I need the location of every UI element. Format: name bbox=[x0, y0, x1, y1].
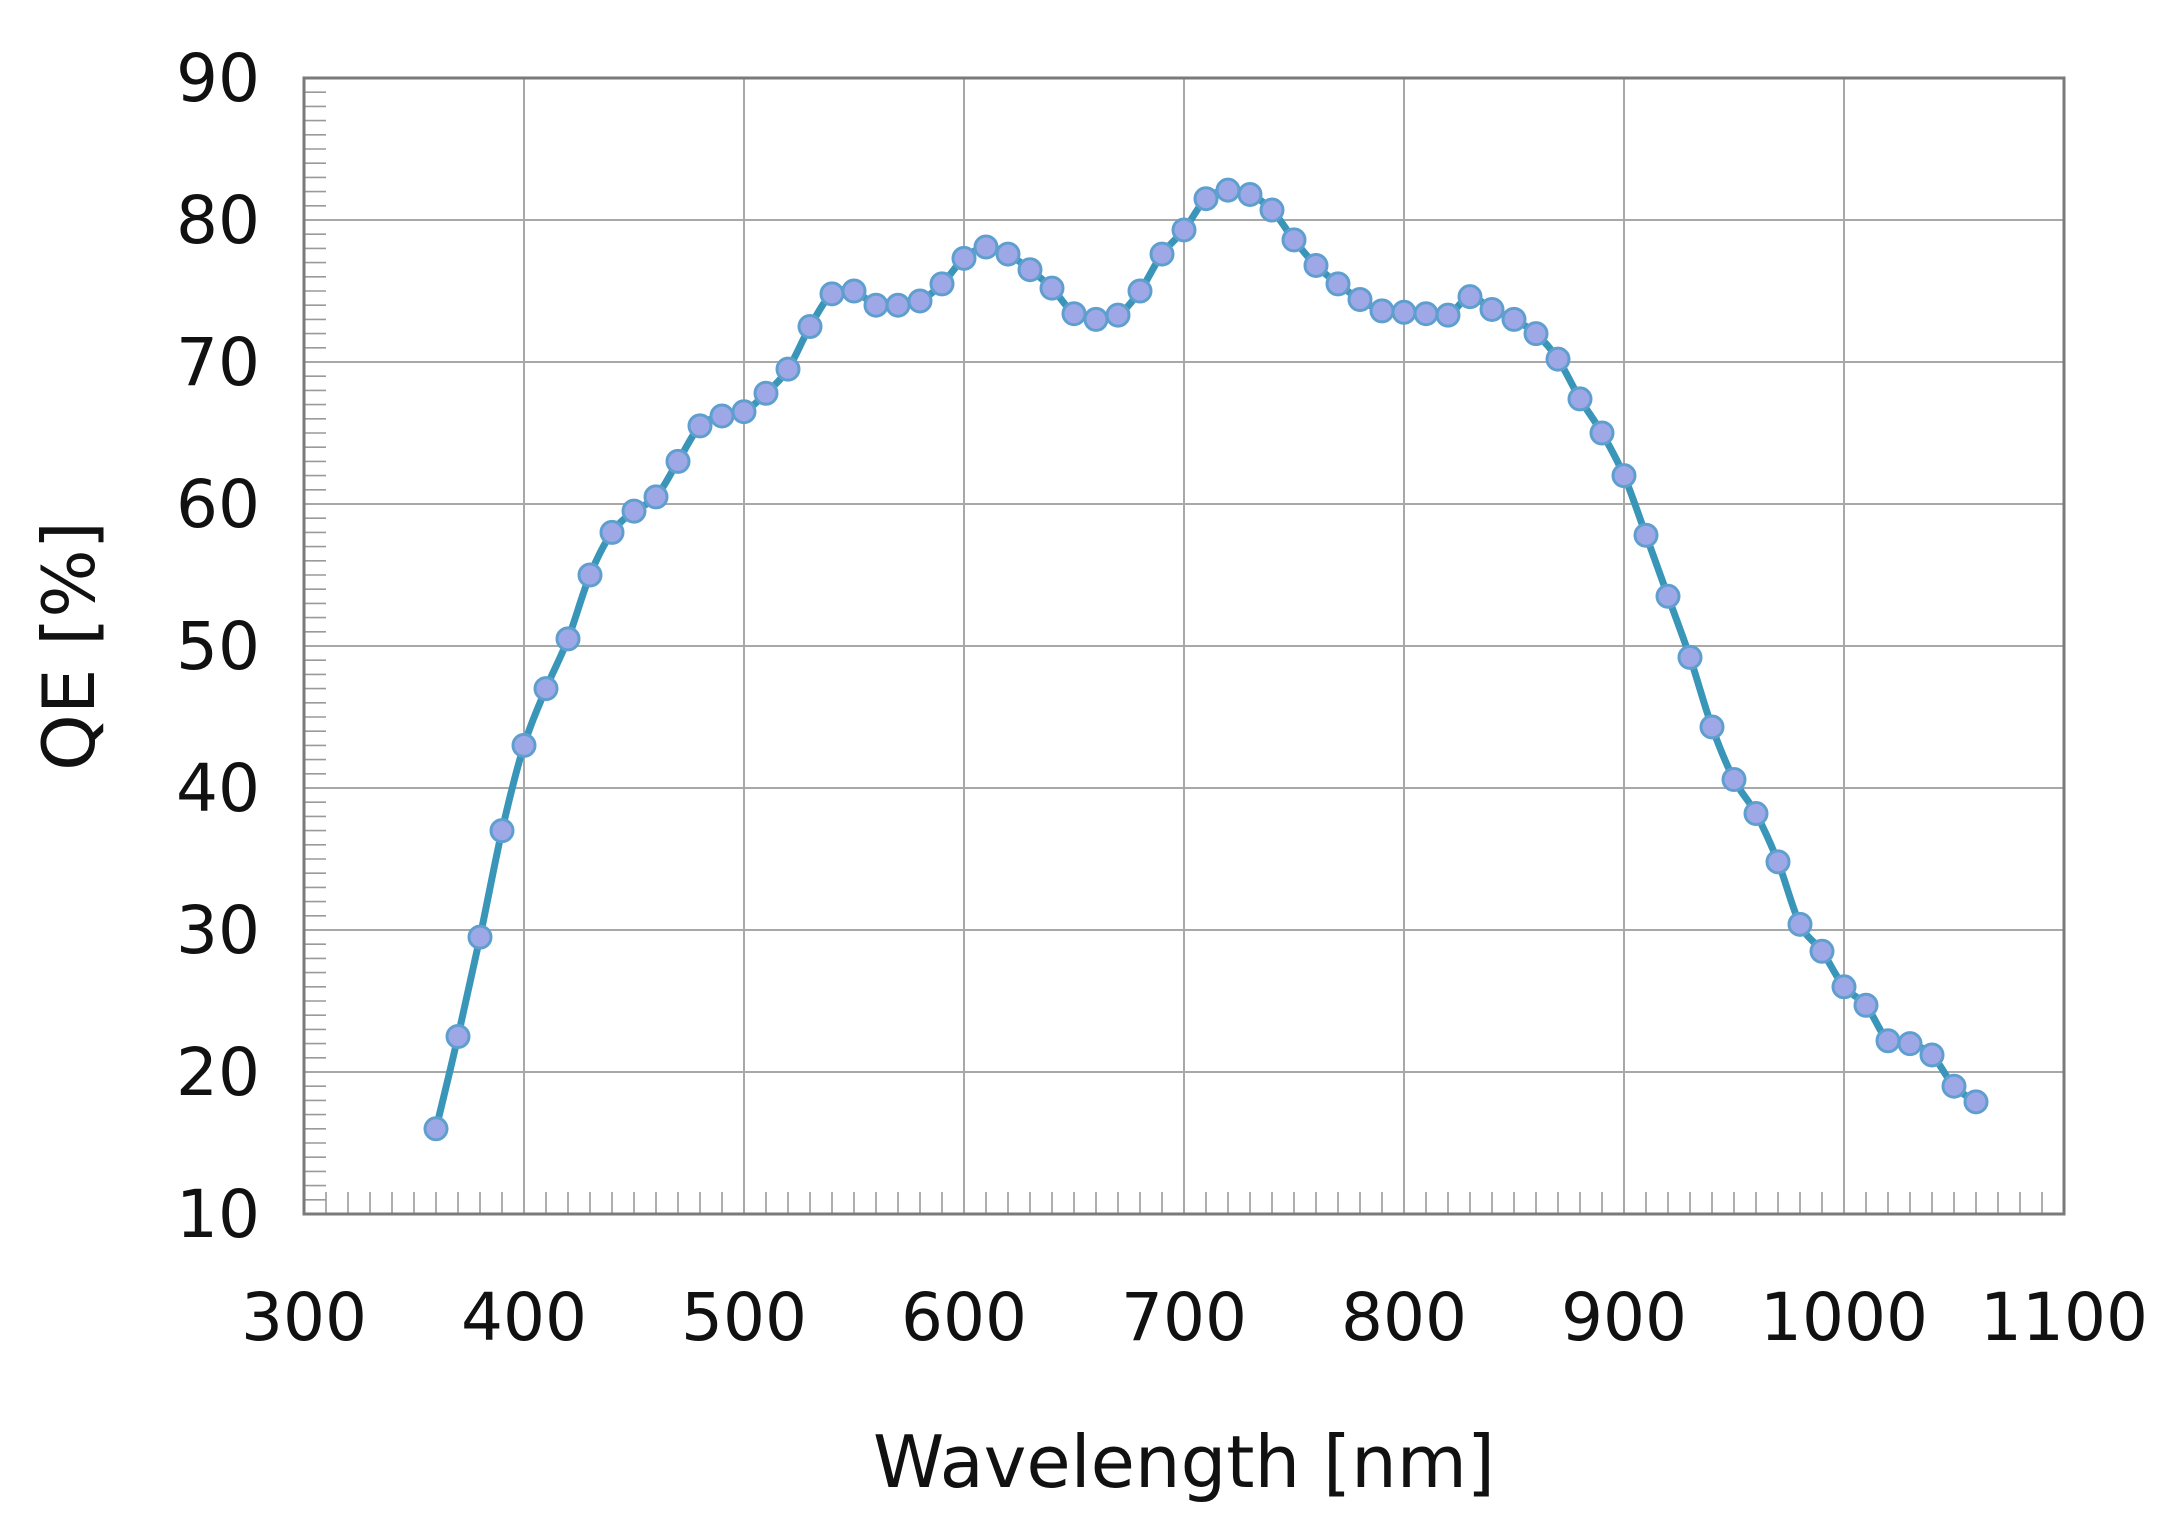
data-point bbox=[665, 448, 691, 474]
data-point bbox=[797, 314, 823, 339]
data-point bbox=[1435, 302, 1461, 328]
data-point bbox=[1853, 992, 1879, 1018]
data-point bbox=[885, 292, 911, 318]
x-tick-label: 600 bbox=[901, 1279, 1027, 1356]
data-point bbox=[1743, 801, 1769, 827]
x-tick-label: 500 bbox=[681, 1279, 807, 1356]
data-point bbox=[621, 498, 647, 524]
data-point bbox=[1303, 252, 1329, 278]
data-point bbox=[1413, 301, 1439, 327]
data-point bbox=[1479, 296, 1505, 322]
data-point bbox=[951, 245, 977, 271]
data-point bbox=[1919, 1042, 1945, 1068]
data-point bbox=[1699, 714, 1725, 740]
data-point bbox=[423, 1116, 449, 1142]
x-tick-label: 300 bbox=[241, 1279, 367, 1356]
data-point bbox=[1963, 1089, 1989, 1115]
data-point bbox=[1523, 321, 1549, 347]
data-point bbox=[1589, 420, 1615, 446]
data-point bbox=[1787, 911, 1813, 937]
y-tick-label: 10 bbox=[176, 1176, 260, 1253]
y-tick-label: 40 bbox=[176, 750, 260, 827]
y-tick-label: 90 bbox=[176, 40, 260, 117]
data-point bbox=[1061, 301, 1087, 327]
x-axis-tick-labels: 300 400 500 600 700 800 900 1000 1100 bbox=[241, 1279, 2148, 1356]
x-tick-label: 1000 bbox=[1760, 1279, 1928, 1356]
data-point bbox=[1941, 1073, 1967, 1099]
data-point bbox=[1237, 181, 1263, 207]
data-point bbox=[929, 271, 955, 297]
x-tick-label: 800 bbox=[1341, 1279, 1467, 1356]
data-point bbox=[1501, 306, 1527, 332]
minor-ticks bbox=[304, 91, 2043, 1214]
data-point bbox=[1215, 177, 1241, 203]
y-axis-label: QE [%] bbox=[27, 521, 111, 771]
data-point bbox=[1655, 583, 1681, 609]
data-point bbox=[709, 403, 735, 429]
data-point bbox=[1259, 197, 1285, 223]
data-point bbox=[1039, 275, 1065, 301]
data-point bbox=[599, 519, 625, 545]
data-point bbox=[1545, 346, 1571, 372]
y-tick-label: 30 bbox=[176, 892, 260, 969]
data-point bbox=[1391, 299, 1417, 325]
data-point bbox=[1017, 257, 1043, 283]
x-tick-label: 1100 bbox=[1980, 1279, 2148, 1356]
data-point bbox=[577, 562, 603, 588]
y-tick-label: 50 bbox=[176, 608, 260, 685]
y-tick-label: 80 bbox=[176, 182, 260, 259]
data-point bbox=[1677, 644, 1703, 670]
data-point bbox=[1611, 463, 1637, 489]
plot-frame bbox=[302, 76, 2066, 1216]
data-point bbox=[687, 413, 713, 439]
x-tick-label: 700 bbox=[1121, 1279, 1247, 1356]
data-point bbox=[1281, 227, 1307, 253]
data-point bbox=[555, 626, 581, 652]
y-axis-tick-labels: 10 20 30 40 50 60 70 80 90 bbox=[176, 40, 260, 1253]
data-point bbox=[1171, 217, 1197, 243]
data-point bbox=[1193, 186, 1219, 212]
x-axis-label: Wavelength [nm] bbox=[873, 1420, 1495, 1504]
data-point bbox=[1325, 271, 1351, 297]
data-point bbox=[731, 399, 757, 425]
data-point bbox=[643, 484, 669, 510]
y-tick-label: 70 bbox=[176, 324, 260, 401]
data-point bbox=[995, 241, 1021, 267]
data-point bbox=[1897, 1031, 1923, 1057]
data-point bbox=[1809, 938, 1835, 964]
data-point bbox=[1347, 287, 1373, 313]
data-point bbox=[1765, 849, 1791, 875]
x-tick-label: 400 bbox=[461, 1279, 587, 1356]
data-point bbox=[1567, 386, 1593, 412]
data-point bbox=[819, 281, 845, 307]
data-point bbox=[489, 818, 515, 844]
data-point bbox=[841, 278, 867, 304]
data-point bbox=[533, 676, 559, 702]
x-tick-label: 900 bbox=[1561, 1279, 1687, 1356]
data-point bbox=[1721, 766, 1747, 792]
y-tick-label: 60 bbox=[176, 466, 260, 543]
data-point bbox=[467, 924, 493, 950]
data-point bbox=[1831, 974, 1857, 1000]
data-point bbox=[1457, 284, 1483, 310]
data-point bbox=[511, 732, 537, 758]
data-point bbox=[1369, 298, 1395, 324]
data-point bbox=[907, 288, 933, 314]
data-point bbox=[1127, 278, 1153, 304]
data-point bbox=[1633, 522, 1659, 548]
data-point bbox=[1149, 241, 1175, 267]
data-point bbox=[753, 380, 779, 406]
data-point bbox=[1875, 1028, 1901, 1054]
data-point bbox=[445, 1024, 471, 1049]
data-point bbox=[775, 356, 801, 382]
data-point bbox=[973, 234, 999, 260]
data-point bbox=[863, 292, 889, 318]
series-qe bbox=[423, 177, 1989, 1142]
data-point bbox=[1105, 302, 1131, 328]
y-tick-label: 20 bbox=[176, 1034, 260, 1111]
data-point bbox=[1083, 306, 1109, 332]
